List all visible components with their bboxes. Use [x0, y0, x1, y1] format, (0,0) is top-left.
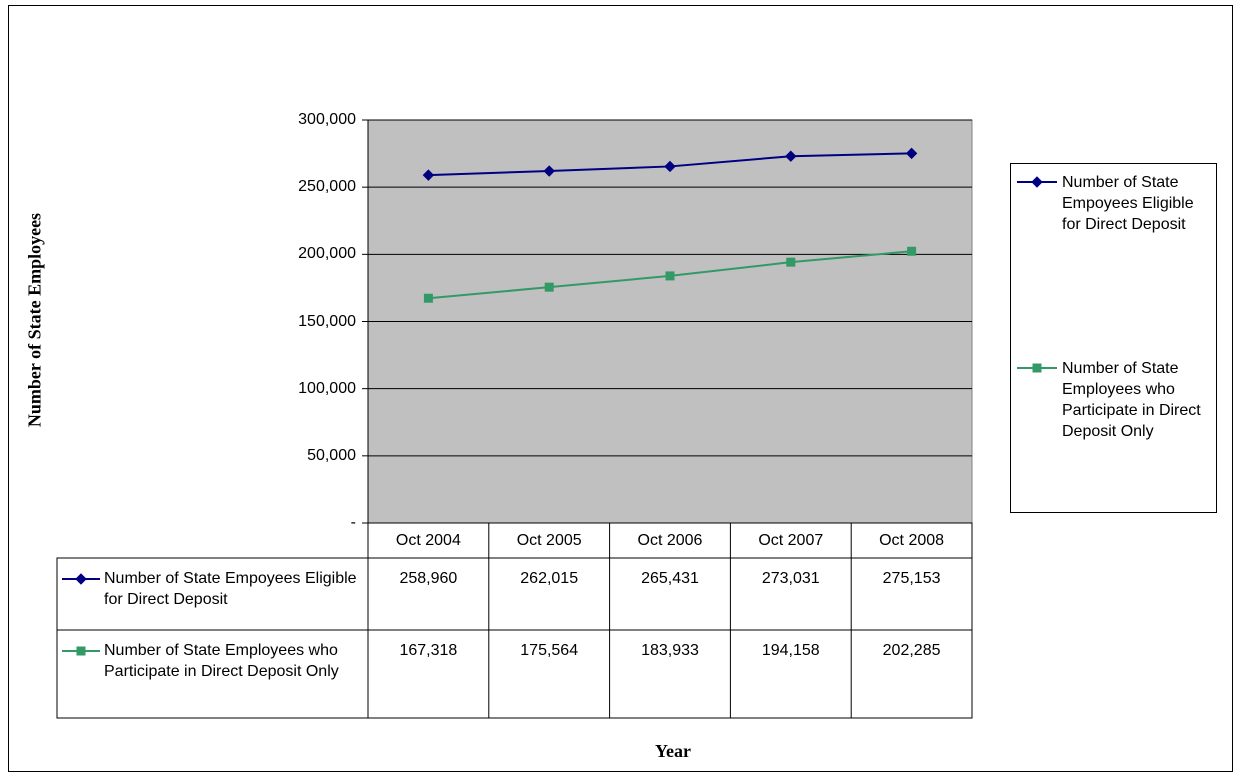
table-legend-marker — [76, 646, 86, 656]
legend-marker — [1031, 176, 1043, 188]
data-point — [905, 147, 918, 160]
y-tick-label: 200,000 — [298, 245, 356, 263]
data-point — [665, 271, 675, 281]
table-cell: 258,960 — [399, 570, 458, 587]
y-axis-title: Number of State Employees — [24, 212, 45, 428]
y-tick-label: 50,000 — [307, 446, 356, 464]
table-cell: 202,285 — [882, 642, 941, 659]
legend-box — [1010, 163, 1217, 513]
table-cell: 273,031 — [761, 570, 820, 587]
y-tick-label: 250,000 — [298, 178, 356, 196]
y-tick-label: 100,000 — [298, 379, 356, 397]
legend-label: Number of State Employees who Participat… — [1062, 360, 1201, 440]
data-point — [785, 150, 797, 162]
x-tick-label: Oct 2006 — [637, 532, 703, 549]
x-axis-title: Year — [655, 741, 691, 761]
table-body — [56, 557, 973, 719]
data-point — [544, 282, 554, 292]
table-legend-marker — [75, 573, 87, 585]
data-point — [423, 293, 433, 303]
data-point — [907, 246, 917, 256]
data-point — [786, 257, 796, 267]
legend-marker — [1032, 363, 1042, 373]
table-cell: 265,431 — [641, 570, 699, 587]
legend-label: Number of State Empoyees Eligible for Di… — [1062, 174, 1194, 233]
data-point — [543, 165, 555, 177]
y-tick-label: 300,000 — [298, 111, 356, 128]
table-cell: 262,015 — [520, 570, 579, 587]
table-row-label: Number of State Empoyees Eligible for Di… — [104, 570, 357, 608]
table-cell: 183,933 — [641, 642, 699, 659]
table-cell: 275,153 — [882, 570, 941, 587]
y-tick-label: - — [350, 514, 356, 531]
x-tick-label: Oct 2008 — [879, 532, 945, 549]
table-cell: 167,318 — [399, 642, 458, 659]
data-point — [422, 169, 435, 181]
y-tick-label: 150,000 — [298, 312, 356, 330]
table-row-label: Number of State Employees who Participat… — [104, 642, 339, 680]
x-tick-label: Oct 2004 — [395, 532, 461, 549]
table-cell: 175,564 — [520, 642, 579, 659]
x-tick-label: Oct 2005 — [516, 532, 582, 549]
data-point — [664, 160, 676, 173]
table-cell: 194,158 — [761, 642, 820, 659]
x-tick-label: Oct 2007 — [758, 532, 824, 549]
